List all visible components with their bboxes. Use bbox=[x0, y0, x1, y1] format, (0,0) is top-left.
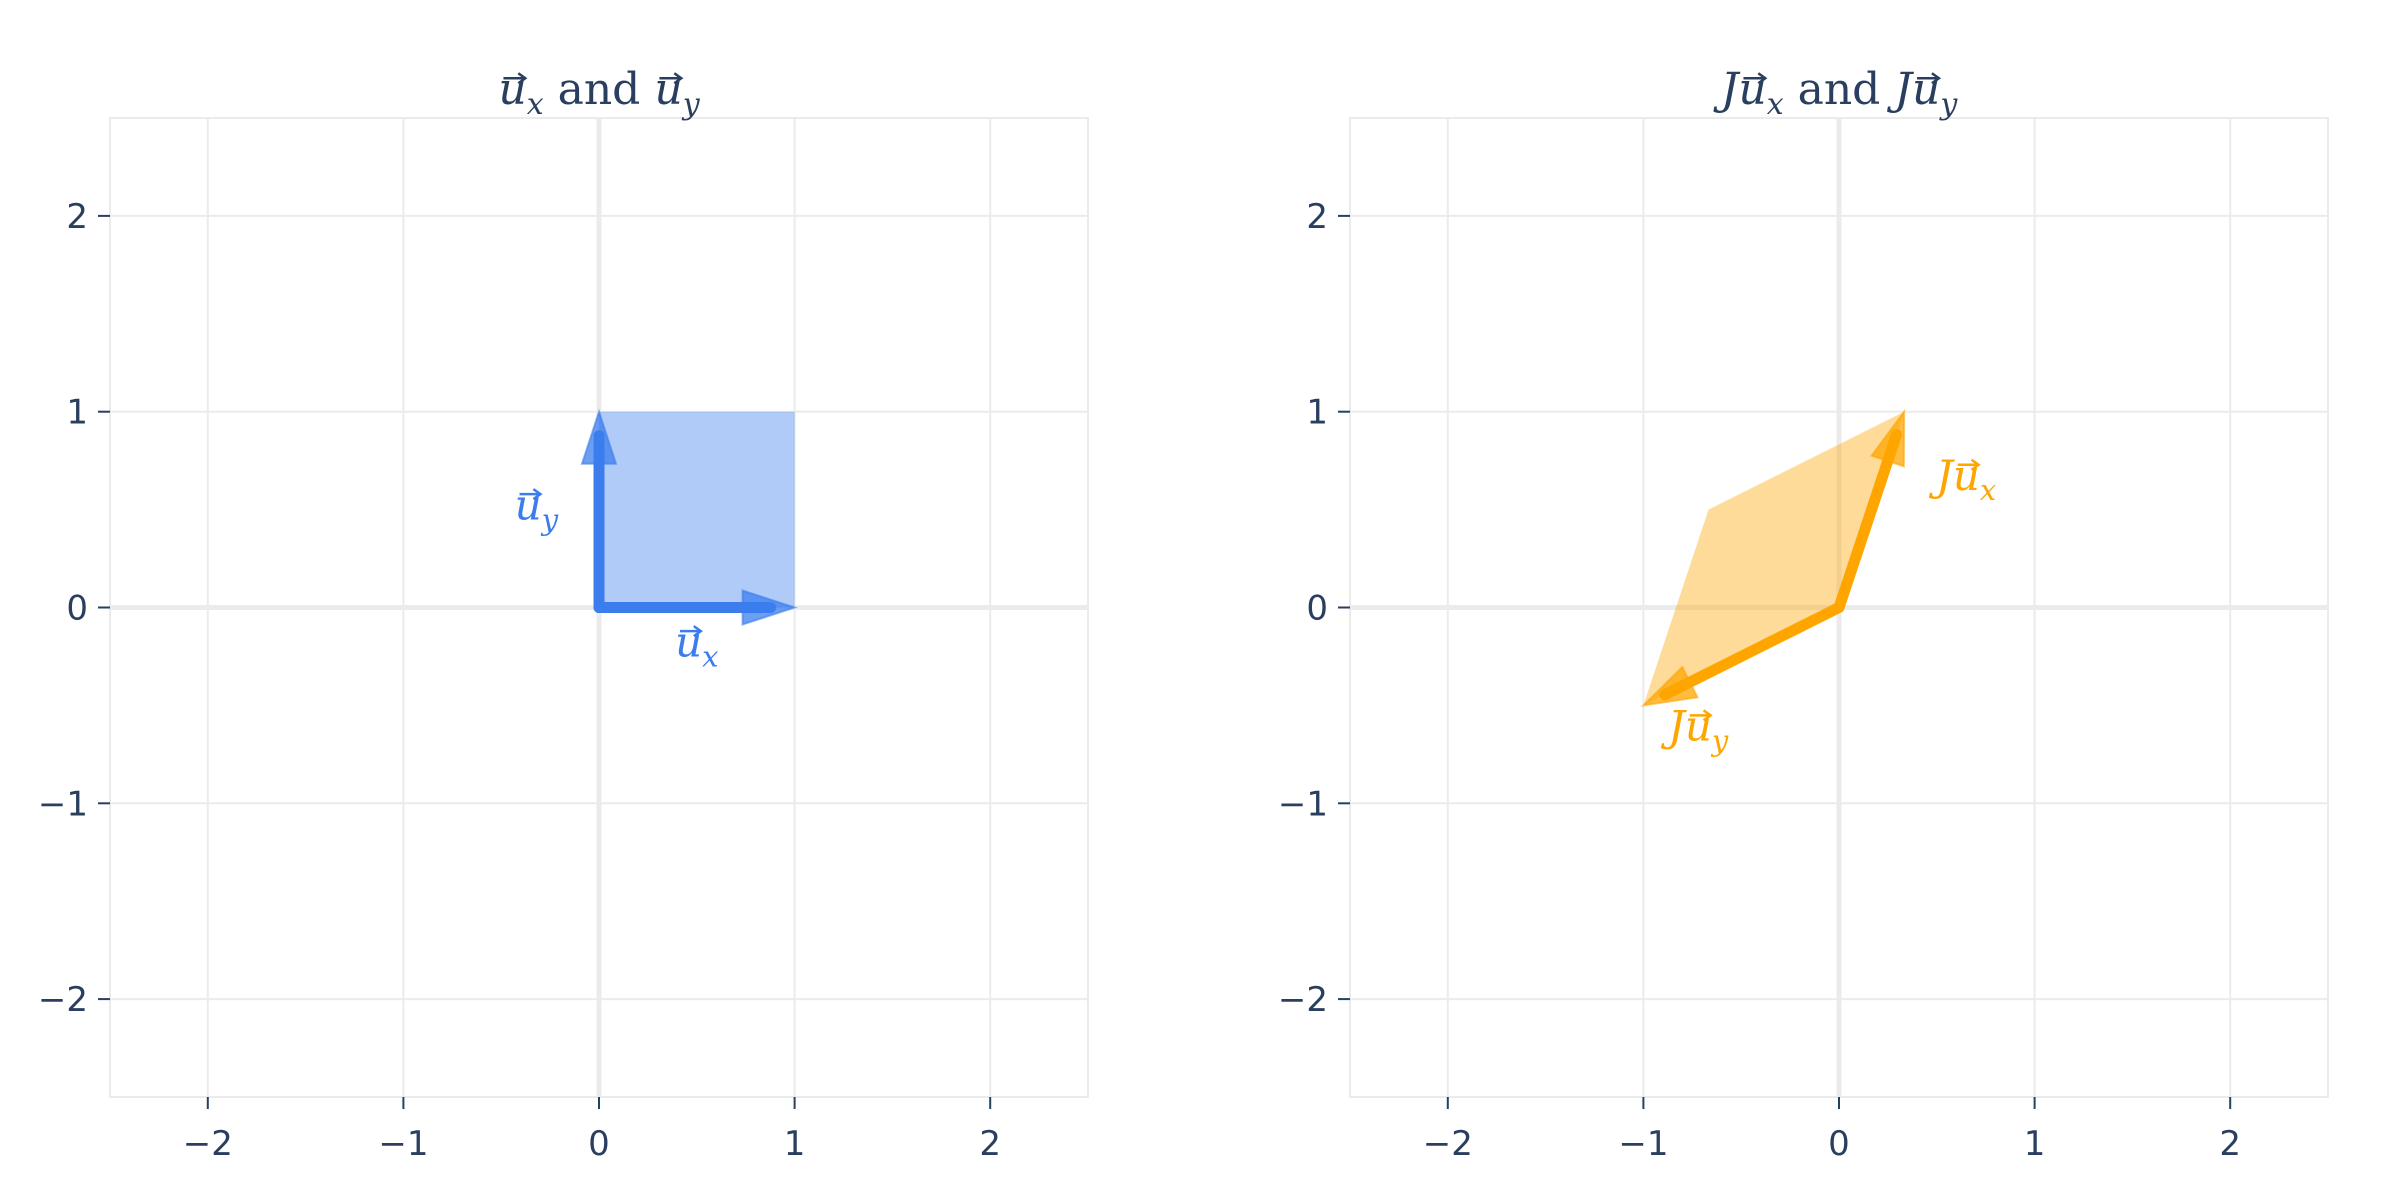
x-tick-label: −1 bbox=[378, 1124, 428, 1164]
chart-title: Jux and Juy bbox=[1713, 64, 1959, 122]
vector-accent-arrowhead bbox=[693, 625, 703, 638]
x-tick-label: −1 bbox=[1618, 1124, 1668, 1164]
vector-u_y-label-group: uy bbox=[515, 480, 559, 536]
vector-u_x-label: ux bbox=[675, 617, 718, 673]
y-tick-label: 2 bbox=[66, 197, 88, 237]
vector-u_x-arrowhead bbox=[741, 589, 798, 626]
y-tick-label: −1 bbox=[38, 784, 88, 824]
vector-accent-arrowhead bbox=[517, 72, 528, 85]
y-tick-label: −2 bbox=[38, 980, 88, 1020]
vector-accent-arrowhead bbox=[1931, 72, 1942, 85]
chart-panel-left: −2 −1 0 1 2 −2 −1 0 1 2 ux and uy ux uy bbox=[38, 64, 1089, 1164]
x-tick-label: 0 bbox=[588, 1124, 610, 1164]
vector-accent-arrowhead bbox=[1757, 72, 1768, 85]
y-tick-label: −1 bbox=[1278, 784, 1328, 824]
chart-title: ux and uy bbox=[498, 64, 700, 122]
x-tick-label: 2 bbox=[2219, 1124, 2241, 1164]
vector-ju_y-arrowhead bbox=[1640, 665, 1700, 707]
parallelogram-fill bbox=[1643, 411, 1905, 706]
y-tick-label: 1 bbox=[1306, 393, 1328, 433]
y-tick-label: 1 bbox=[66, 393, 88, 433]
x-tick-label: 1 bbox=[2024, 1124, 2046, 1164]
x-tick-label: −2 bbox=[183, 1124, 233, 1164]
y-tick-label: 0 bbox=[66, 589, 88, 629]
vector-u_y-arrowhead bbox=[580, 408, 618, 465]
vector-u_x-label-group: ux bbox=[675, 617, 718, 673]
vector-u_y-label: uy bbox=[515, 480, 559, 536]
vector-accent-arrowhead bbox=[673, 72, 684, 85]
x-tick-label: 0 bbox=[1828, 1124, 1850, 1164]
vector-accent-arrowhead bbox=[532, 488, 543, 501]
y-tick-label: −2 bbox=[1278, 980, 1328, 1020]
vector-accent-arrowhead bbox=[1702, 709, 1713, 722]
x-tick-label: −2 bbox=[1423, 1124, 1473, 1164]
y-tick-label: 0 bbox=[1306, 589, 1328, 629]
x-tick-label: 1 bbox=[784, 1124, 806, 1164]
parallelogram-fill bbox=[599, 411, 795, 608]
vector-ju_x-shaft bbox=[1833, 428, 1903, 613]
y-tick-label: 2 bbox=[1306, 197, 1328, 237]
vector-ju_y-shaft bbox=[1659, 602, 1845, 701]
x-tick-label: 2 bbox=[979, 1124, 1001, 1164]
vector-accent-arrowhead bbox=[1970, 458, 1981, 471]
vector-ju_x-arrowhead bbox=[1869, 408, 1906, 468]
